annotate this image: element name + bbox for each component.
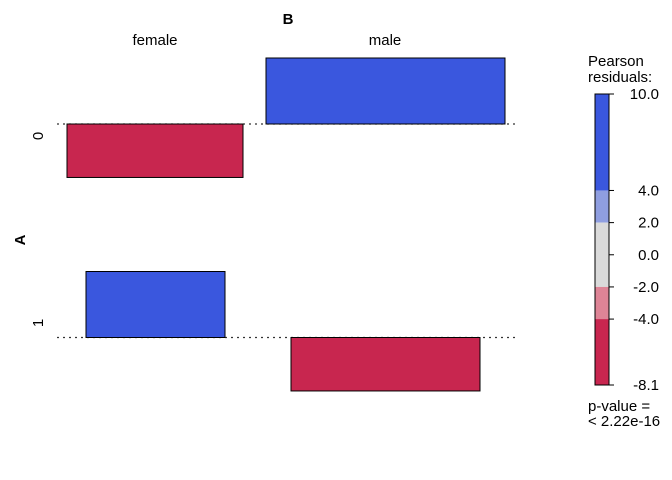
legend-tick-label-3: 0.0	[638, 247, 659, 264]
row-level-label-1: 1	[30, 319, 47, 327]
legend-title-line-2: residuals:	[588, 69, 652, 86]
pvalue-line-2: < 2.22e-16	[588, 413, 660, 430]
legend-band-1	[595, 190, 609, 223]
residual-bar-0-male	[265, 57, 506, 125]
column-level-label-male: male	[369, 32, 402, 49]
pvalue-line-1: p-value =	[588, 398, 650, 415]
row-variable-label: A	[12, 234, 29, 245]
legend-tick-label-1: 4.0	[638, 182, 659, 199]
legend-tick-label-5: -4.0	[633, 311, 659, 328]
residual-bar-1-male	[290, 337, 481, 392]
legend-frame	[594, 93, 610, 386]
row-level-label-0: 0	[30, 132, 47, 140]
legend-tick-label-4: -2.0	[633, 279, 659, 296]
legend-tick-label-6: -8.1	[633, 377, 659, 394]
column-level-label-female: female	[132, 32, 177, 49]
column-variable-label: B	[283, 11, 294, 28]
legend-color-bar	[594, 93, 610, 386]
legend-band-3	[595, 286, 609, 320]
legend-tick-label-0: 10.0	[630, 86, 659, 103]
residual-bars	[66, 57, 506, 392]
legend-band-2	[595, 222, 609, 287]
legend-band-4	[595, 319, 609, 385]
legend-ticks: 10.0 4.0 2.0 0.0 -2.0 -4.0 -8.1	[609, 86, 659, 394]
legend-band-0	[595, 94, 609, 191]
residual-bar-0-female	[66, 123, 244, 178]
residual-bar-1-female	[85, 271, 226, 338]
legend-title-line-1: Pearson	[588, 53, 644, 70]
legend-tick-label-2: 2.0	[638, 215, 659, 232]
